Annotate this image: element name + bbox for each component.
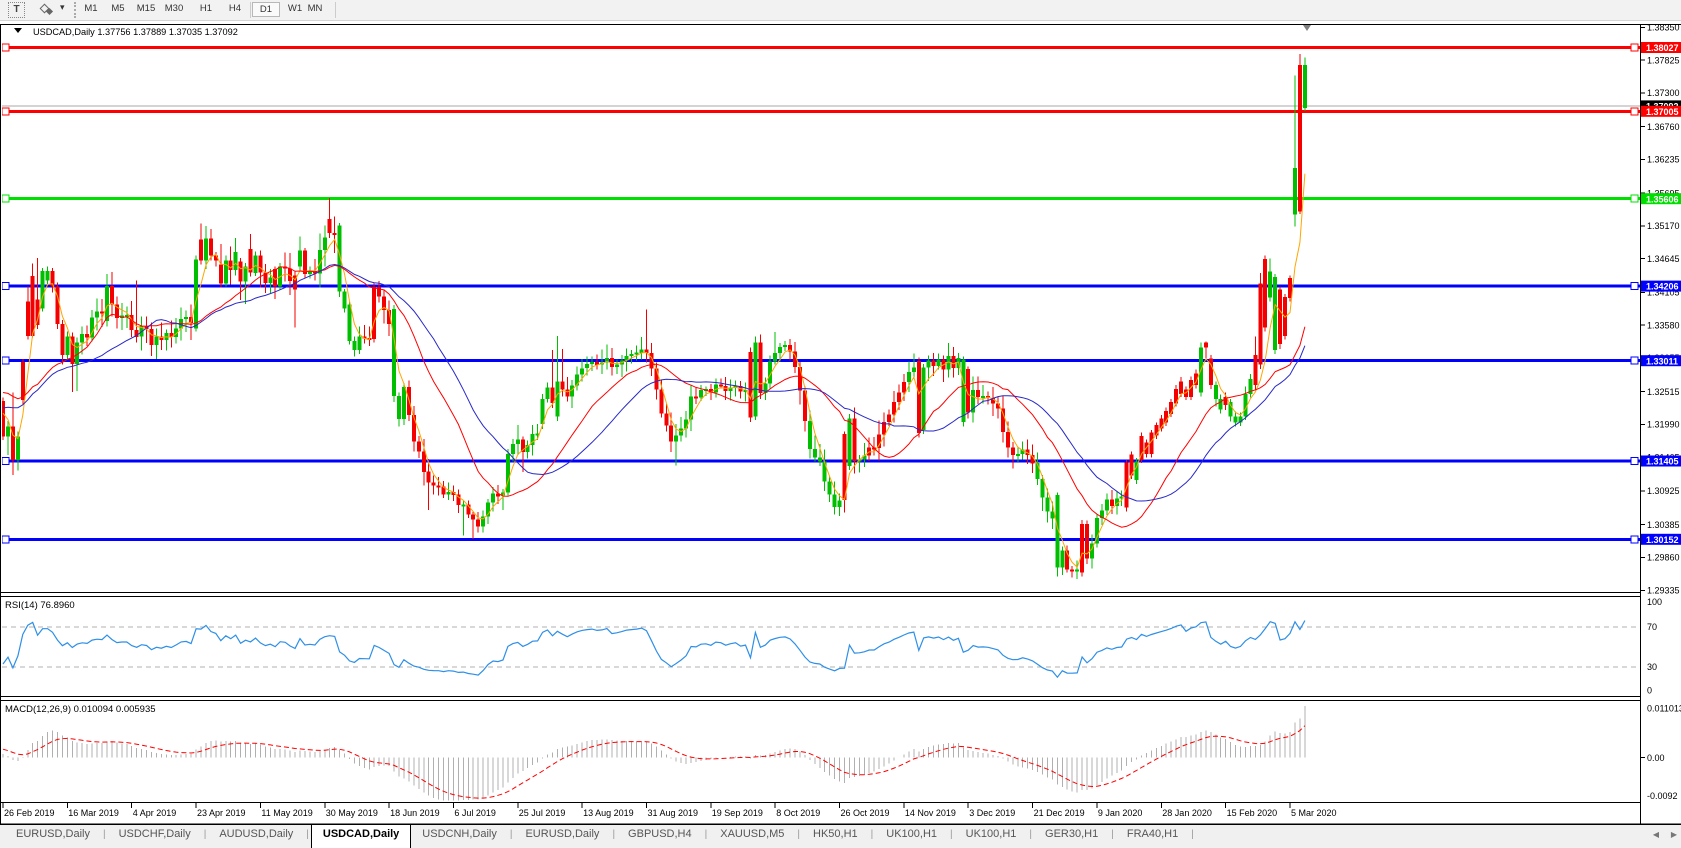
svg-text:1.35170: 1.35170	[1647, 221, 1680, 231]
svg-text:4 Apr 2019: 4 Apr 2019	[133, 808, 177, 818]
svg-text:USDCAD,Daily 1.37756 1.37889: USDCAD,Daily 1.37756 1.37889 1.37035 1.3…	[33, 27, 238, 37]
svg-text:9 Jan 2020: 9 Jan 2020	[1098, 808, 1143, 818]
svg-text:-0.0092: -0.0092	[1647, 791, 1678, 801]
svg-text:1.30925: 1.30925	[1647, 486, 1680, 496]
svg-text:30: 30	[1647, 662, 1657, 672]
svg-text:100: 100	[1647, 597, 1662, 607]
svg-text:RSI(14) 76.8960: RSI(14) 76.8960	[5, 600, 75, 611]
svg-text:26 Oct 2019: 26 Oct 2019	[841, 808, 890, 818]
svg-text:1.34206: 1.34206	[1646, 282, 1679, 292]
svg-text:70: 70	[1647, 622, 1657, 632]
svg-text:26 Feb 2019: 26 Feb 2019	[4, 808, 55, 818]
svg-text:1.32515: 1.32515	[1647, 387, 1680, 397]
svg-text:1.33011: 1.33011	[1646, 356, 1678, 366]
svg-text:5 Mar 2020: 5 Mar 2020	[1291, 808, 1337, 818]
svg-text:0.00: 0.00	[1647, 753, 1665, 763]
svg-text:1.29335: 1.29335	[1647, 586, 1680, 596]
svg-text:0: 0	[1647, 686, 1652, 696]
svg-text:31 Aug 2019: 31 Aug 2019	[648, 808, 699, 818]
svg-text:14 Nov 2019: 14 Nov 2019	[905, 808, 956, 818]
svg-text:3 Dec 2019: 3 Dec 2019	[969, 808, 1015, 818]
svg-text:1.35606: 1.35606	[1646, 194, 1679, 204]
svg-text:1.38027: 1.38027	[1646, 43, 1679, 53]
svg-text:30 May 2019: 30 May 2019	[326, 808, 378, 818]
svg-text:1.36760: 1.36760	[1647, 122, 1680, 132]
svg-text:1.38350: 1.38350	[1647, 23, 1680, 33]
svg-text:1.37825: 1.37825	[1647, 55, 1680, 65]
svg-text:11 May 2019: 11 May 2019	[261, 808, 312, 818]
svg-text:28 Jan 2020: 28 Jan 2020	[1162, 808, 1212, 818]
svg-text:6 Jul 2019: 6 Jul 2019	[454, 808, 496, 818]
svg-text:19 Sep 2019: 19 Sep 2019	[712, 808, 763, 818]
svg-text:1.37005: 1.37005	[1646, 107, 1679, 117]
svg-text:1.37300: 1.37300	[1647, 88, 1680, 98]
svg-text:21 Dec 2019: 21 Dec 2019	[1034, 808, 1085, 818]
svg-text:23 Apr 2019: 23 Apr 2019	[197, 808, 246, 818]
svg-text:1.30152: 1.30152	[1646, 535, 1679, 545]
svg-text:1.31990: 1.31990	[1647, 420, 1680, 430]
svg-text:8 Oct 2019: 8 Oct 2019	[776, 808, 820, 818]
svg-text:MACD(12,26,9) 0.010094 0.00593: MACD(12,26,9) 0.010094 0.005935	[5, 704, 156, 715]
svg-text:13 Aug 2019: 13 Aug 2019	[583, 808, 634, 818]
svg-text:25 Jul 2019: 25 Jul 2019	[519, 808, 566, 818]
svg-text:1.34105: 1.34105	[1647, 288, 1680, 298]
svg-text:15 Feb 2020: 15 Feb 2020	[1227, 808, 1278, 818]
svg-text:1.30385: 1.30385	[1647, 520, 1680, 530]
svg-text:1.34645: 1.34645	[1647, 254, 1680, 264]
svg-text:1.29860: 1.29860	[1647, 553, 1680, 563]
svg-text:1.36235: 1.36235	[1647, 155, 1680, 165]
svg-text:0.011013: 0.011013	[1647, 704, 1681, 714]
svg-text:16 Mar 2019: 16 Mar 2019	[68, 808, 119, 818]
svg-text:18 Jun 2019: 18 Jun 2019	[390, 808, 440, 818]
svg-text:1.33580: 1.33580	[1647, 320, 1680, 330]
svg-text:1.31405: 1.31405	[1646, 457, 1679, 467]
